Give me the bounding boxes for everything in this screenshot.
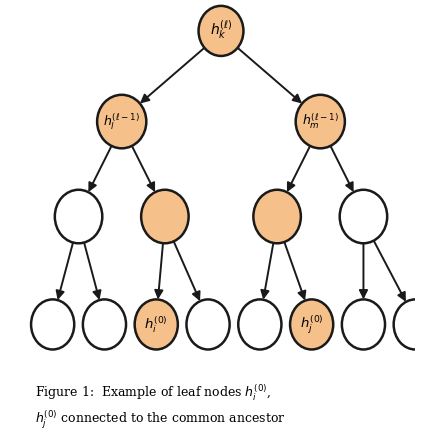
Ellipse shape [198,6,244,56]
Ellipse shape [31,299,74,350]
Ellipse shape [342,299,385,350]
Ellipse shape [340,190,387,243]
Ellipse shape [141,190,189,243]
Text: $h_i^{(0)}$: $h_i^{(0)}$ [145,314,168,334]
Ellipse shape [394,299,437,350]
Text: Figure 1:  Example of leaf nodes $h_i^{(0)}$,: Figure 1: Example of leaf nodes $h_i^{(0… [34,383,271,403]
Text: $h_k^{(\ell)}$: $h_k^{(\ell)}$ [210,19,232,42]
Ellipse shape [187,299,230,350]
Ellipse shape [55,190,102,243]
Ellipse shape [253,190,301,243]
Text: $h_j^{(0)}$: $h_j^{(0)}$ [300,314,324,335]
Text: $h_l^{(\ell-1)}$: $h_l^{(\ell-1)}$ [103,112,140,132]
Ellipse shape [296,95,345,149]
Text: $h_m^{(\ell-1)}$: $h_m^{(\ell-1)}$ [302,112,339,131]
Ellipse shape [97,95,146,149]
Ellipse shape [83,299,126,350]
Text: $h_j^{(0)}$ connected to the common ancestor: $h_j^{(0)}$ connected to the common ance… [34,409,285,431]
Ellipse shape [135,299,178,350]
Ellipse shape [238,299,282,350]
Ellipse shape [290,299,333,350]
